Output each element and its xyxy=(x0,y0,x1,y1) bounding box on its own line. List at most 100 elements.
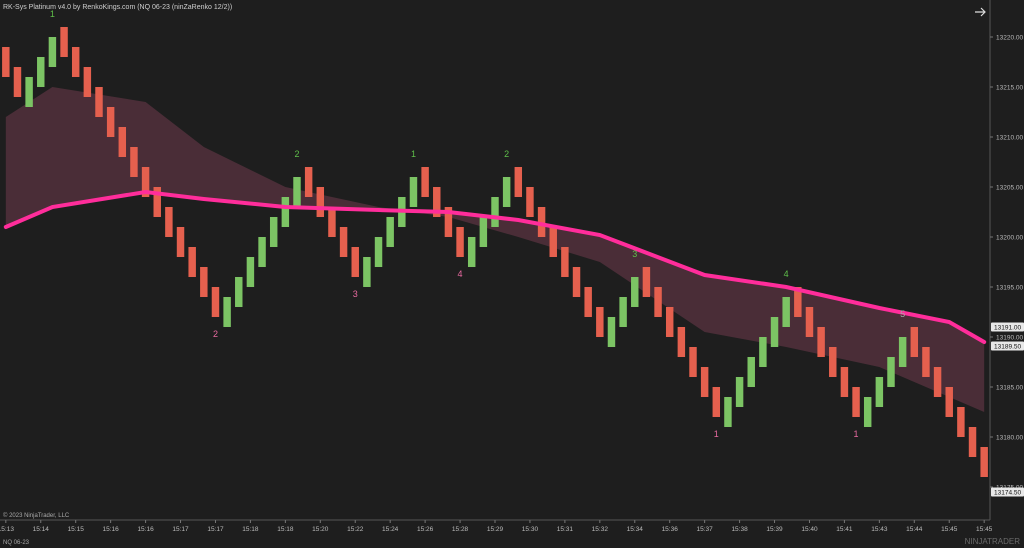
renko-brick xyxy=(945,387,953,417)
renko-brick xyxy=(339,227,348,257)
swing-label: 4 xyxy=(458,269,463,279)
renko-brick xyxy=(747,357,755,387)
renko-brick xyxy=(363,257,371,287)
y-tick-label: 13220.00 xyxy=(996,35,1023,42)
renko-brick xyxy=(502,177,511,207)
x-tick-label: 15:37 xyxy=(697,526,714,533)
renko-brick xyxy=(25,77,33,107)
renko-brick xyxy=(852,387,860,417)
renko-brick xyxy=(654,287,662,317)
x-tick-label: 15:41 xyxy=(836,526,853,533)
y-tick-label: 13195.00 xyxy=(996,285,1023,292)
copyright: © 2023 NinjaTrader, LLC xyxy=(3,512,70,519)
renko-brick xyxy=(689,347,697,377)
renko-brick xyxy=(887,357,895,387)
renko-brick xyxy=(304,167,313,197)
expand-arrow[interactable] xyxy=(975,7,986,17)
renko-brick xyxy=(13,67,22,97)
renko-brick xyxy=(514,167,523,197)
x-tick-label: 15:38 xyxy=(731,526,748,533)
x-tick-label: 15:18 xyxy=(242,526,259,533)
x-tick-label: 15:36 xyxy=(662,526,679,533)
x-tick-label: 15:22 xyxy=(347,526,364,533)
renko-brick xyxy=(898,337,907,367)
renko-brick xyxy=(293,177,301,207)
price-marker-box xyxy=(991,341,1024,351)
x-tick-label: 15:29 xyxy=(487,526,504,533)
renko-brick xyxy=(700,367,709,397)
x-tick-label: 15:39 xyxy=(766,526,783,533)
trend-line xyxy=(3,189,987,344)
renko-brick xyxy=(875,377,884,407)
renko-brick xyxy=(351,247,359,277)
renko-brick xyxy=(95,87,103,117)
renko-brick xyxy=(735,377,744,407)
renko-brick xyxy=(677,327,686,357)
renko-brick xyxy=(2,47,10,77)
x-tick-label: 15:17 xyxy=(207,526,224,533)
renko-brick xyxy=(421,167,429,197)
x-tick-label: 15:40 xyxy=(801,526,818,533)
price-marker-label: 13174.50 xyxy=(994,490,1021,497)
renko-brick xyxy=(316,187,325,217)
x-tick-label: 15:15 xyxy=(68,526,85,533)
renko-brick xyxy=(106,107,115,137)
renko-brick xyxy=(840,367,849,397)
y-tick-label: 13210.00 xyxy=(996,135,1023,142)
y-tick-label: 13200.00 xyxy=(996,235,1023,242)
x-tick-label: 15:13 xyxy=(0,526,14,533)
renko-brick xyxy=(607,317,616,347)
renko-brick xyxy=(910,327,919,357)
x-tick-label: 15:20 xyxy=(312,526,329,533)
renko-brick xyxy=(665,307,674,337)
x-tick-label: 15:17 xyxy=(172,526,189,533)
renko-brick xyxy=(549,227,557,257)
renko-brick xyxy=(386,217,394,247)
renko-brick xyxy=(433,187,441,217)
renko-brick xyxy=(153,187,161,217)
renko-brick xyxy=(922,347,930,377)
renko-brick xyxy=(724,397,732,427)
renko-brick xyxy=(118,127,127,157)
renko-brick xyxy=(863,397,872,427)
renko-brick xyxy=(782,297,790,327)
swing-label: 2 xyxy=(504,149,509,159)
swing-label: 2 xyxy=(213,329,218,339)
renko-brick xyxy=(712,387,721,417)
x-tick-label: 15:45 xyxy=(941,526,958,533)
renko-brick xyxy=(817,327,825,357)
renko-brick xyxy=(269,217,278,247)
renko-brick xyxy=(759,337,767,367)
renko-brick xyxy=(794,287,802,317)
renko-brick xyxy=(957,407,965,437)
renko-brick xyxy=(619,297,627,327)
renko-brick xyxy=(141,167,150,197)
x-tick-label: 15:31 xyxy=(557,526,574,533)
price-marker-label: 13191.00 xyxy=(994,325,1021,332)
brand-logo: NINJATRADER xyxy=(965,537,1021,546)
y-tick-label: 13185.00 xyxy=(996,385,1023,392)
renko-brick xyxy=(456,227,464,257)
y-tick-label: 13190.00 xyxy=(996,335,1023,342)
x-tick-label: 15:44 xyxy=(906,526,923,533)
renko-brick xyxy=(211,287,220,317)
renko-brick xyxy=(200,267,208,297)
swing-label: 2 xyxy=(294,149,299,159)
x-tick-label: 15:43 xyxy=(871,526,888,533)
renko-brick xyxy=(537,207,546,237)
renko-brick xyxy=(572,267,581,297)
renko-brick xyxy=(467,237,476,267)
renko-brick xyxy=(176,227,185,257)
renko-brick xyxy=(526,187,534,217)
price-marker-label: 13189.50 xyxy=(994,344,1021,351)
renko-brick xyxy=(479,217,488,247)
renko-brick xyxy=(165,207,173,237)
renko-brick xyxy=(188,247,196,277)
x-tick-label: 15:34 xyxy=(627,526,644,533)
cloud-band xyxy=(5,87,985,412)
renko-brick xyxy=(223,297,231,327)
swing-label: 3 xyxy=(632,249,637,259)
x-tick-label: 15:26 xyxy=(417,526,434,533)
